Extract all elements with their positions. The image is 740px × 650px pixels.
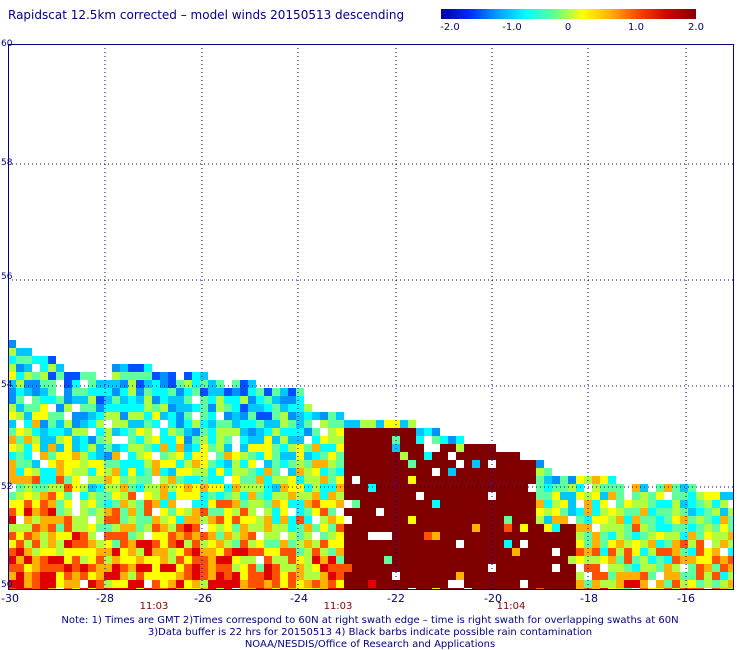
colorbar-label-max: 2.0: [688, 22, 704, 33]
lat-lon-grid: [8, 44, 734, 590]
lon-tick: -26: [194, 592, 212, 605]
colorbar: [441, 9, 696, 19]
map-title: Rapidscat 12.5km corrected – model winds…: [8, 8, 405, 22]
time-label: 11:04: [496, 601, 526, 612]
colorbar-label-min: -2.0: [440, 22, 460, 33]
lon-tick: -30: [1, 592, 19, 605]
wind-difference-swath: [8, 340, 734, 590]
colorbar-label: -1.0: [502, 22, 522, 33]
plot-frame: [8, 44, 734, 590]
lon-tick: -24: [290, 592, 308, 605]
lon-tick: -20: [484, 592, 502, 605]
lat-tick-50: 50: [1, 580, 13, 590]
lat-tick-52: 52: [1, 482, 13, 492]
lat-tick-54: 54: [1, 380, 13, 390]
time-label: 11:03: [139, 601, 169, 612]
colorbar-label: 1.0: [628, 22, 644, 33]
lat-tick-58: 58: [1, 158, 13, 168]
lat-tick-56: 56: [1, 272, 13, 282]
lon-tick: -16: [677, 592, 695, 605]
wind-difference-map: [8, 44, 734, 590]
lon-tick: -28: [96, 592, 114, 605]
credit-line: NOAA/NESDIS/Office of Research and Appli…: [244, 639, 496, 650]
lon-tick: -22: [387, 592, 405, 605]
note-line-2: 3)Data buffer is 22 hrs for 20150513 4) …: [147, 627, 593, 638]
lat-tick-60: 60: [1, 39, 13, 49]
colorbar-label-zero: 0: [564, 22, 572, 33]
lon-tick: -18: [580, 592, 598, 605]
note-line-1: Note: 1) Times are GMT 2)Times correspon…: [61, 615, 679, 626]
time-label: 11:03: [323, 601, 353, 612]
